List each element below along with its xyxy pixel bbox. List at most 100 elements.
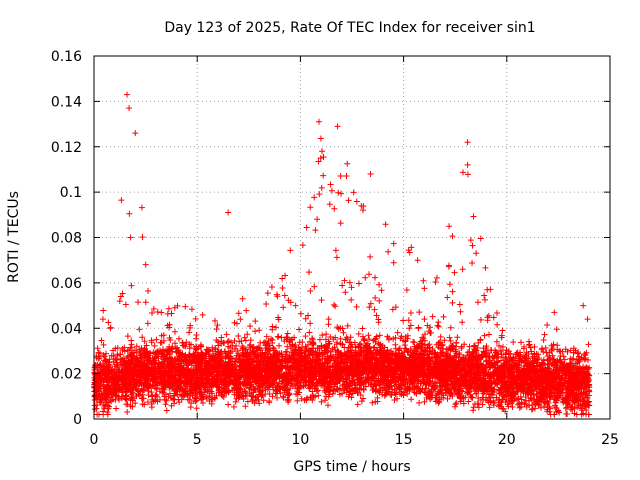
data-point	[163, 407, 170, 414]
data-point	[432, 279, 439, 286]
data-point	[449, 288, 456, 295]
data-point	[407, 310, 414, 317]
data-point	[242, 403, 249, 410]
data-point	[230, 403, 237, 410]
data-point	[475, 299, 482, 306]
data-point	[263, 300, 270, 307]
data-point	[287, 247, 294, 254]
data-point	[542, 372, 549, 379]
data-point	[549, 352, 556, 359]
data-point	[332, 303, 339, 310]
data-point	[318, 398, 325, 405]
data-point	[309, 388, 316, 395]
data-point	[447, 324, 454, 331]
data-point	[429, 345, 436, 352]
data-point	[360, 395, 367, 402]
data-point	[357, 348, 364, 355]
data-point	[372, 294, 379, 301]
data-point	[494, 321, 501, 328]
data-point	[437, 345, 444, 352]
data-point	[309, 397, 316, 404]
data-point	[550, 341, 557, 348]
data-point	[94, 345, 101, 352]
data-point	[547, 405, 554, 412]
data-point	[531, 343, 538, 350]
data-point	[366, 304, 373, 311]
data-point	[287, 345, 294, 352]
data-point	[117, 293, 124, 300]
data-point	[377, 341, 384, 348]
data-point	[586, 372, 593, 379]
data-point	[280, 393, 287, 400]
data-point	[113, 405, 120, 412]
data-point	[107, 325, 114, 332]
data-point	[515, 352, 522, 359]
data-point	[325, 316, 332, 323]
data-point	[359, 207, 366, 214]
data-point	[454, 377, 461, 384]
data-point	[171, 328, 178, 335]
data-point	[317, 135, 324, 142]
data-point	[310, 394, 317, 401]
data-point	[516, 351, 523, 358]
data-point	[145, 392, 152, 399]
data-point	[366, 336, 373, 343]
data-point	[285, 297, 292, 304]
data-point	[477, 316, 484, 323]
data-point	[343, 172, 350, 179]
data-point	[160, 346, 167, 353]
data-point	[470, 213, 477, 220]
data-point	[235, 310, 242, 317]
data-point	[145, 352, 152, 359]
data-point	[459, 169, 466, 176]
data-point	[100, 352, 107, 359]
data-point	[116, 298, 123, 305]
data-point	[356, 359, 363, 366]
data-point	[241, 387, 248, 394]
data-point	[128, 282, 135, 289]
data-point	[278, 334, 285, 341]
data-point	[353, 198, 360, 205]
data-point	[419, 334, 426, 341]
data-point	[400, 317, 407, 324]
data-point	[454, 334, 461, 341]
data-point	[276, 342, 283, 349]
data-point	[138, 204, 145, 211]
data-point	[569, 356, 576, 363]
data-point	[446, 334, 453, 341]
data-point	[95, 349, 102, 356]
data-point	[390, 259, 397, 266]
data-point	[394, 395, 401, 402]
data-point	[342, 289, 349, 296]
data-point	[548, 361, 555, 368]
data-point	[119, 347, 126, 354]
data-point	[122, 301, 129, 308]
data-point	[435, 319, 442, 326]
data-point	[260, 397, 267, 404]
data-point	[101, 353, 108, 360]
data-point	[408, 244, 415, 251]
data-point	[536, 400, 543, 407]
data-point	[158, 309, 165, 316]
data-point	[385, 248, 392, 255]
data-point	[467, 237, 474, 244]
data-point	[416, 309, 423, 316]
data-point	[376, 332, 383, 339]
data-point	[124, 401, 131, 408]
data-point	[96, 398, 103, 405]
data-point	[499, 343, 506, 350]
data-point	[355, 355, 362, 362]
data-point	[482, 375, 489, 382]
data-point	[188, 306, 195, 313]
data-point	[584, 316, 591, 323]
data-point	[315, 392, 322, 399]
data-point	[243, 307, 250, 314]
data-point	[420, 335, 427, 342]
data-point	[338, 190, 345, 197]
data-point	[379, 385, 386, 392]
data-point	[156, 347, 163, 354]
data-point	[232, 398, 239, 405]
data-point	[274, 293, 281, 300]
data-point	[554, 357, 561, 364]
